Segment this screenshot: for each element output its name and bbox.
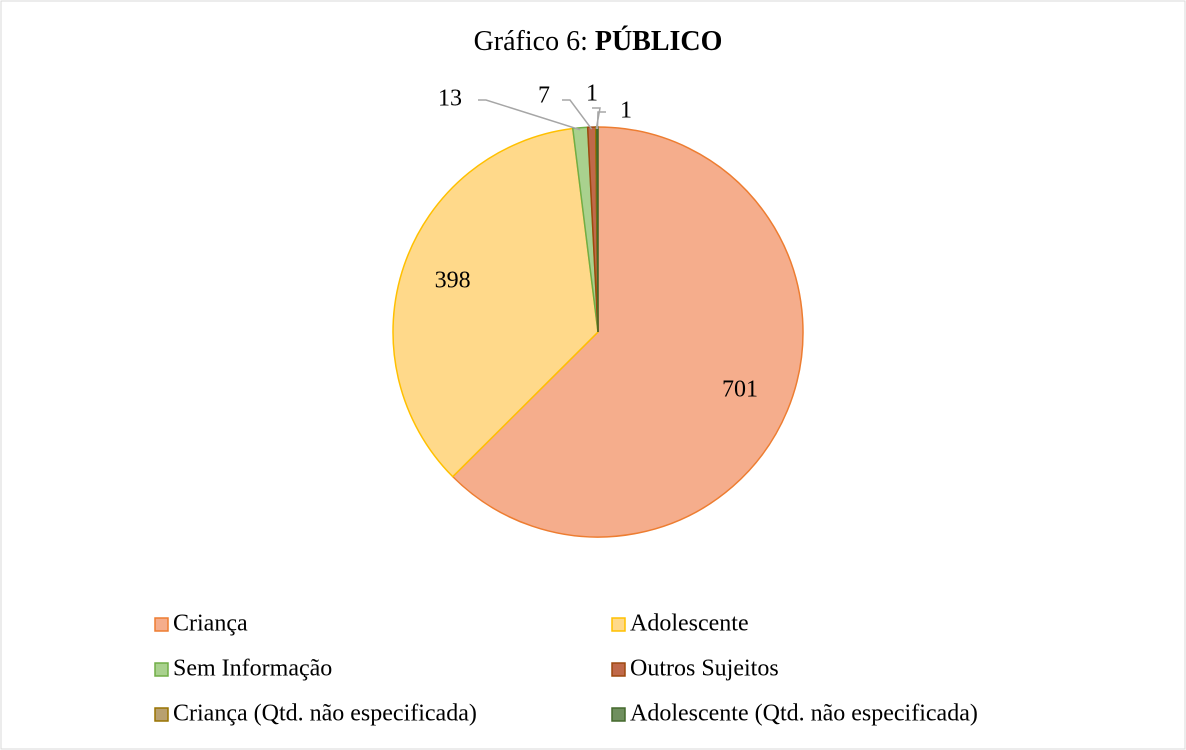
legend-swatch — [154, 662, 169, 677]
data-label: 701 — [722, 376, 758, 402]
pie-slice — [451, 126, 804, 538]
legend-swatch — [611, 707, 626, 722]
legend-label: Outros Sujeitos — [630, 656, 779, 682]
data-label: 13 — [438, 86, 462, 112]
legend-label: Criança (Qtd. não especificada) — [173, 701, 477, 727]
chart-title: Gráfico 6: PÚBLICO — [474, 26, 723, 57]
legend-label: Adolescente — [630, 611, 749, 637]
leader-line — [562, 99, 593, 130]
legend-swatch — [154, 617, 169, 632]
legend-label: Adolescente (Qtd. não especificada) — [630, 701, 978, 727]
title-prefix: Gráfico 6: — [474, 26, 588, 57]
leader-line — [478, 99, 581, 131]
data-label: 7 — [538, 83, 550, 109]
data-label: 398 — [435, 267, 471, 293]
legend-label: Criança — [173, 611, 248, 637]
legend-swatch — [611, 662, 626, 677]
data-label: 1 — [620, 98, 632, 124]
data-label: 1 — [586, 81, 598, 107]
legend-swatch — [611, 617, 626, 632]
leader-line — [596, 111, 606, 130]
legend-label: Sem Informação — [173, 656, 332, 682]
legend-swatch — [154, 707, 169, 722]
pie-slice — [392, 127, 599, 478]
title-main: PÚBLICO — [595, 26, 723, 57]
